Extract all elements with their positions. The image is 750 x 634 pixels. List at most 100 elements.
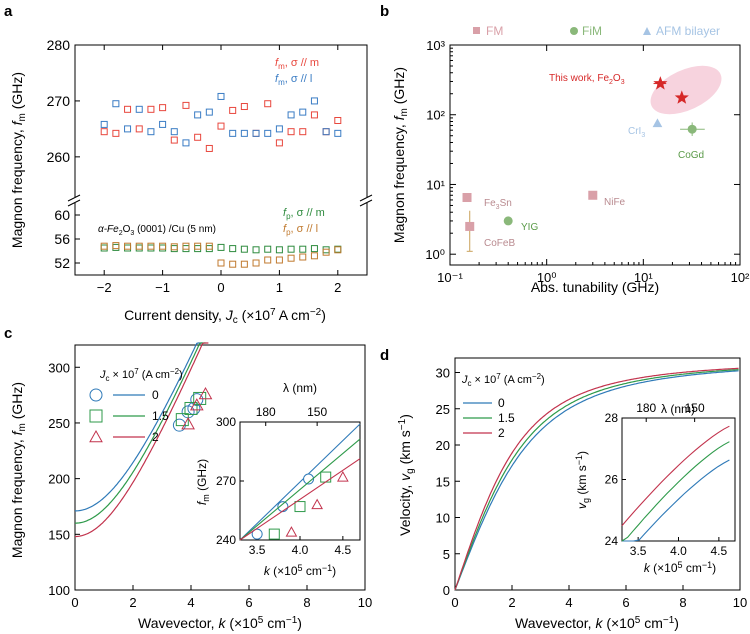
- inset-fit-line: [239, 423, 361, 541]
- legend-fim: FiM: [582, 24, 602, 38]
- x-tick-label: −2: [97, 280, 112, 295]
- panel-label-b: b: [380, 3, 389, 20]
- data-point: [252, 246, 260, 254]
- panel-c-ylabel: Magnon frequency, fm (GHz): [9, 382, 28, 558]
- data-point: [184, 401, 198, 415]
- inset-y-tick-label: 24: [605, 534, 619, 548]
- label-cogd: CoGd: [678, 150, 704, 161]
- y-tick-label: 25: [436, 402, 450, 417]
- data-point: [124, 244, 132, 252]
- y-tick-label: 52: [54, 255, 70, 271]
- x-tick-label: 2: [508, 595, 515, 610]
- data-point: [205, 242, 213, 250]
- panel-c-xlabel: Wavevector, k (×105 cm−1): [138, 615, 302, 631]
- data-point: [170, 136, 178, 144]
- inset-data-point: [268, 528, 280, 540]
- data-point: [205, 245, 213, 253]
- panel-d-inset-frame: [621, 417, 736, 542]
- x-tick-label: −1: [155, 280, 170, 295]
- data-point: [275, 125, 283, 133]
- panel-label-d: d: [380, 347, 389, 364]
- inset-fit-line: [239, 438, 361, 541]
- legend-label: 1.5: [152, 409, 169, 423]
- data-point: [653, 76, 668, 90]
- data-point: [112, 100, 120, 108]
- y-tick-label: 200: [48, 472, 70, 487]
- data-point: [100, 128, 108, 136]
- inset-top-tick-label: 180: [256, 405, 276, 419]
- panel-d-inset-xlabel: k (×105 cm−1): [644, 560, 716, 575]
- x-tick-label: 4: [187, 595, 194, 610]
- data-point: [217, 92, 225, 100]
- data-point: [159, 244, 167, 252]
- data-point: [334, 117, 342, 124]
- data-point: [100, 120, 108, 128]
- inset-y-tick-label: 28: [605, 411, 619, 425]
- inset-top-tick-label: 150: [307, 405, 327, 419]
- label-this-work: This work, Fe2O3: [549, 73, 625, 86]
- y-tick-label: 56: [54, 231, 70, 247]
- panel-b-frame: [449, 44, 741, 266]
- data-point: [112, 129, 120, 137]
- data-point: [310, 245, 318, 253]
- data-point: [100, 242, 108, 250]
- y-tick-label: 20: [436, 438, 450, 453]
- data-point: [322, 128, 330, 136]
- inset-data-point: [251, 528, 263, 540]
- annotation-sample: α-Fe2O3 (0001) /Cu (5 nm): [98, 224, 216, 237]
- data-point: [287, 254, 295, 262]
- legend-fm-l: fm, σ // l: [275, 73, 312, 87]
- x-tick-label: 2: [129, 595, 136, 610]
- x-tick-label: 4: [565, 595, 572, 610]
- label-yig: YIG: [521, 222, 538, 233]
- legend-marker: [89, 409, 103, 423]
- inset-x-tick-label: 4.5: [711, 544, 728, 558]
- panel-a: −2 −1 0 1 2 260 270 280 52 56 60 fm, σ // m fm, σ …: [9, 37, 373, 326]
- data-point: [229, 245, 237, 253]
- inset-y-tick-label: 300: [216, 415, 236, 429]
- data-point: [100, 244, 108, 252]
- panel-c-frame: [74, 344, 366, 591]
- data-point: [229, 106, 237, 114]
- axis-break: [67, 194, 373, 207]
- x-tick-label: 10²: [731, 270, 750, 285]
- x-tick-label: 10: [733, 595, 747, 610]
- highlight-ellipse: [650, 65, 722, 115]
- legend-fm-m: fm, σ // m: [275, 57, 319, 71]
- data-point: [287, 245, 295, 253]
- inset-x-tick-label: 3.5: [249, 543, 266, 557]
- data-point: [175, 413, 189, 427]
- data-point: [198, 386, 213, 400]
- y-tick-label: 260: [47, 149, 71, 165]
- inset-x-tick-label: 3.5: [630, 544, 647, 558]
- data-point: [264, 256, 272, 264]
- data-point: [170, 245, 178, 253]
- data-point: [124, 105, 132, 113]
- data-point: [147, 242, 155, 250]
- legend-label: 0: [152, 388, 159, 402]
- y-tick-label: 150: [48, 527, 70, 542]
- y-tick-label: 30: [436, 366, 450, 381]
- label-fe3sn: Fe3Sn: [484, 198, 512, 211]
- data-point: [217, 243, 225, 251]
- data-point: [189, 398, 204, 411]
- data-point: [135, 125, 143, 133]
- data-point: [170, 128, 178, 136]
- data-point: [135, 244, 143, 252]
- data-point: [652, 118, 663, 128]
- data-point: [159, 242, 167, 250]
- y-tick-label: 280: [47, 37, 71, 53]
- data-point: [275, 256, 283, 264]
- panel-b-ylabel: Magnon frequency, fm (GHz): [391, 67, 410, 243]
- legend-label: 0: [498, 396, 505, 410]
- label-cri3: CrI3: [628, 126, 645, 139]
- data-point: [217, 122, 225, 130]
- y-tick-label: 10: [436, 511, 450, 526]
- inset-x-tick-label: 4.0: [292, 543, 309, 557]
- data-point: [299, 108, 307, 116]
- data-point: [159, 120, 167, 128]
- panel-a-ylabel: Magnon frequency, fm (GHz): [9, 72, 28, 248]
- data-point: [147, 244, 155, 252]
- x-tick-label: 0: [451, 595, 458, 610]
